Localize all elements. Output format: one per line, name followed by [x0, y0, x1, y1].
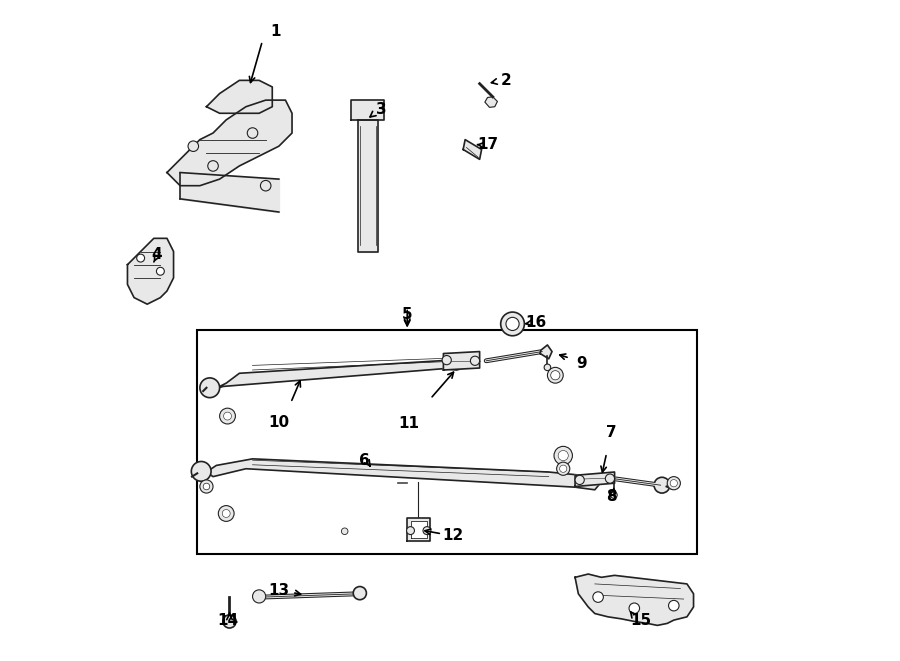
Circle shape — [544, 364, 551, 371]
Circle shape — [556, 462, 570, 475]
Circle shape — [192, 461, 211, 481]
Circle shape — [200, 378, 220, 398]
Circle shape — [560, 465, 567, 473]
Circle shape — [222, 510, 230, 518]
Text: 16: 16 — [525, 315, 546, 330]
Circle shape — [506, 317, 519, 330]
Circle shape — [137, 254, 145, 262]
Text: 5: 5 — [402, 307, 412, 321]
Circle shape — [223, 615, 236, 628]
Text: 2: 2 — [500, 73, 511, 88]
Text: 14: 14 — [217, 613, 239, 627]
Circle shape — [610, 492, 617, 498]
Polygon shape — [575, 574, 694, 625]
Text: 17: 17 — [478, 137, 499, 153]
Circle shape — [248, 128, 257, 138]
Polygon shape — [464, 139, 482, 159]
Circle shape — [593, 592, 603, 602]
Text: 13: 13 — [268, 583, 290, 598]
Circle shape — [341, 528, 348, 535]
Circle shape — [442, 356, 451, 365]
Circle shape — [471, 356, 480, 366]
Circle shape — [558, 451, 568, 461]
Circle shape — [575, 475, 584, 485]
Circle shape — [551, 371, 560, 380]
Circle shape — [203, 483, 210, 490]
Circle shape — [670, 480, 678, 487]
Circle shape — [423, 527, 431, 535]
Polygon shape — [575, 472, 615, 486]
Polygon shape — [128, 239, 174, 304]
Circle shape — [629, 603, 640, 613]
Text: 1: 1 — [270, 24, 281, 38]
Bar — [196, 330, 697, 555]
Polygon shape — [213, 360, 470, 390]
Circle shape — [253, 590, 266, 603]
Text: 10: 10 — [268, 415, 290, 430]
Circle shape — [200, 480, 213, 493]
Circle shape — [188, 141, 199, 151]
Circle shape — [547, 368, 563, 383]
Circle shape — [260, 180, 271, 191]
Circle shape — [654, 477, 670, 493]
Text: 8: 8 — [606, 489, 616, 504]
Text: 12: 12 — [443, 528, 464, 543]
Polygon shape — [485, 97, 498, 107]
Circle shape — [669, 600, 680, 611]
Circle shape — [667, 477, 680, 490]
Polygon shape — [206, 81, 273, 113]
Polygon shape — [167, 100, 292, 186]
Circle shape — [554, 446, 572, 465]
Polygon shape — [407, 518, 430, 541]
Polygon shape — [206, 459, 601, 490]
Circle shape — [353, 586, 366, 600]
Circle shape — [407, 527, 415, 535]
Polygon shape — [351, 100, 384, 120]
Text: 4: 4 — [152, 247, 162, 262]
Circle shape — [220, 408, 236, 424]
Polygon shape — [410, 522, 427, 538]
Circle shape — [208, 161, 219, 171]
Circle shape — [219, 506, 234, 522]
Circle shape — [223, 412, 231, 420]
Circle shape — [157, 267, 165, 275]
Polygon shape — [444, 352, 480, 370]
Text: 7: 7 — [606, 425, 616, 440]
Text: 11: 11 — [399, 416, 419, 432]
Text: 3: 3 — [375, 102, 386, 118]
Text: 15: 15 — [630, 613, 652, 627]
Text: 9: 9 — [576, 356, 587, 371]
Text: 6: 6 — [359, 453, 370, 469]
Circle shape — [606, 474, 615, 483]
Polygon shape — [540, 345, 552, 359]
Circle shape — [500, 312, 525, 336]
